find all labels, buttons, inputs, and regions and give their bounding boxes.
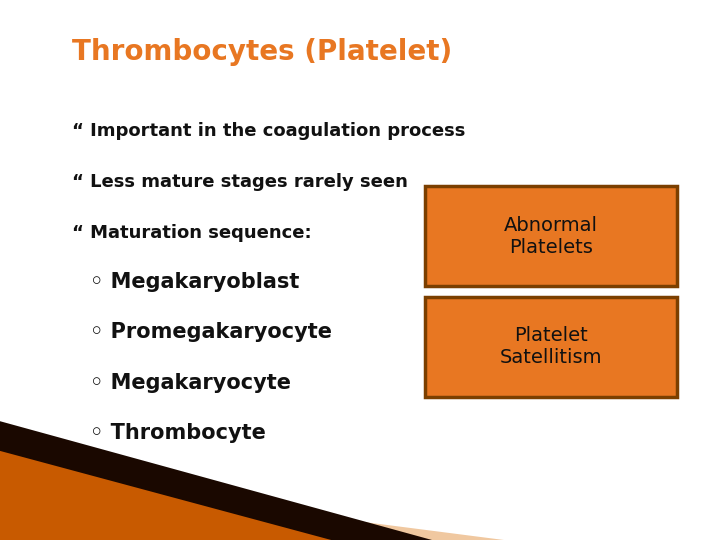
Text: Platelet
Satellitism: Platelet Satellitism	[500, 327, 602, 367]
Text: ◦ Promegakaryocyte: ◦ Promegakaryocyte	[90, 322, 332, 342]
Polygon shape	[0, 437, 374, 540]
Polygon shape	[0, 421, 432, 540]
Text: “ Maturation sequence:: “ Maturation sequence:	[72, 224, 312, 242]
Text: “ Important in the coagulation process: “ Important in the coagulation process	[72, 122, 465, 139]
Text: ◦ Thrombocyte: ◦ Thrombocyte	[90, 423, 266, 443]
Text: ◦ Megakaryoblast: ◦ Megakaryoblast	[90, 272, 300, 292]
Polygon shape	[0, 475, 504, 540]
Text: Thrombocytes (Platelet): Thrombocytes (Platelet)	[72, 38, 452, 66]
Text: Abnormal
Platelets: Abnormal Platelets	[504, 216, 598, 256]
Polygon shape	[0, 451, 331, 540]
FancyBboxPatch shape	[425, 186, 677, 286]
Text: ◦ Megakaryocyte: ◦ Megakaryocyte	[90, 373, 291, 393]
FancyBboxPatch shape	[425, 297, 677, 397]
Text: “ Less mature stages rarely seen: “ Less mature stages rarely seen	[72, 173, 408, 191]
